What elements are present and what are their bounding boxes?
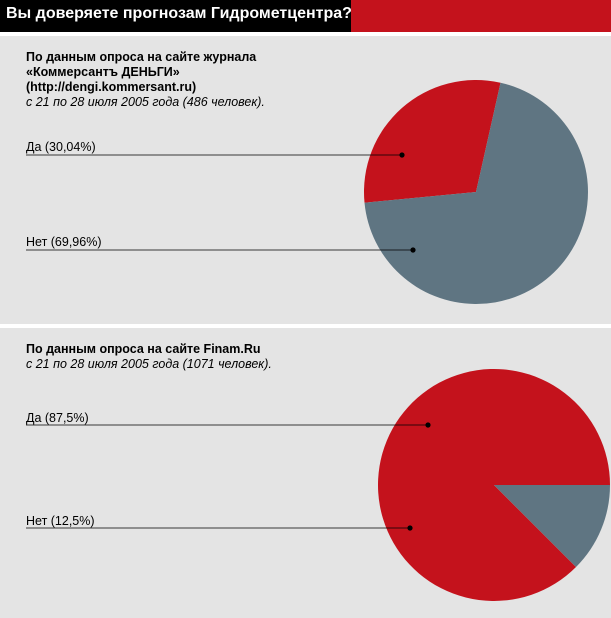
source-line: (http://dengi.kommersant.ru) bbox=[26, 80, 197, 94]
header-bar: Вы доверяете прогнозам Гидрометцентра? bbox=[0, 0, 611, 32]
legend-label-no: Нет (12,5%) bbox=[26, 514, 95, 528]
header-title-background bbox=[0, 0, 351, 32]
poll-panel-kommersant: По данным опроса на сайте журнала «Комме… bbox=[0, 36, 611, 324]
pie-slice-yes bbox=[363, 79, 501, 203]
pie-slice-yes bbox=[377, 368, 610, 601]
leader-dot-yes bbox=[399, 152, 405, 158]
leader-dot-no bbox=[407, 525, 413, 531]
poll-panel-finam: По данным опроса на сайте Finam.Ru с 21 … bbox=[0, 328, 611, 618]
header-accent-bar bbox=[351, 0, 611, 32]
pie-slice-no bbox=[364, 82, 588, 304]
legend-label-no: Нет (69,96%) bbox=[26, 235, 102, 249]
pie-chart bbox=[26, 368, 610, 601]
source-line: По данным опроса на сайте Finam.Ru bbox=[26, 342, 261, 356]
legend-label-yes: Да (87,5%) bbox=[26, 411, 89, 425]
source-line: «Коммерсантъ ДЕНЬГИ» bbox=[26, 65, 180, 79]
pie-chart bbox=[26, 79, 588, 304]
page-title: Вы доверяете прогнозам Гидрометцентра? bbox=[6, 5, 352, 22]
source-dates: с 21 по 28 июля 2005 года (1071 человек)… bbox=[26, 357, 272, 371]
source-line: По данным опроса на сайте журнала bbox=[26, 50, 257, 64]
leader-dot-no bbox=[410, 247, 416, 253]
legend-label-yes: Да (30,04%) bbox=[26, 140, 96, 154]
leader-dot-yes bbox=[425, 422, 431, 428]
pie-slice-no bbox=[494, 485, 610, 568]
source-dates: с 21 по 28 июля 2005 года (486 человек). bbox=[26, 95, 265, 109]
poll-source-text: По данным опроса на сайте журнала «Комме… bbox=[26, 50, 265, 110]
poll-source-text: По данным опроса на сайте Finam.Ru с 21 … bbox=[26, 342, 272, 372]
